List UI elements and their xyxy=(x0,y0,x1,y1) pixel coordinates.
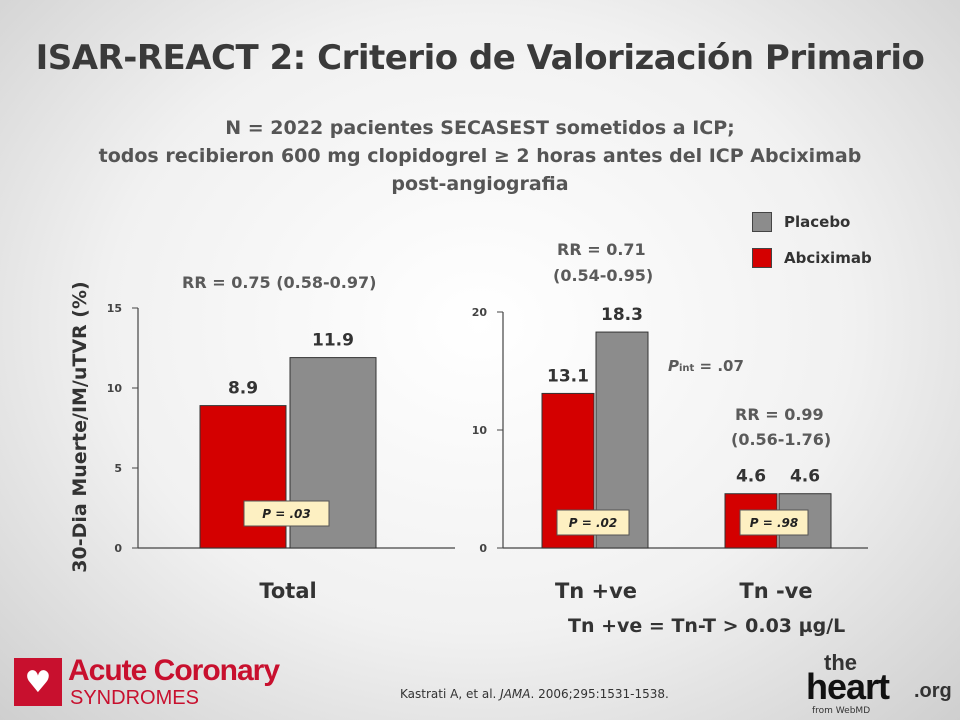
y-tick-label: 5 xyxy=(114,462,122,475)
citation: Kastrati A, et al. JAMA. 2006;295:1531-1… xyxy=(400,687,669,701)
bar-placebo xyxy=(289,357,377,549)
p-value-label: P = .03 xyxy=(262,507,310,521)
y-tick-label: 15 xyxy=(107,302,122,315)
y-tick-label: 20 xyxy=(472,306,488,319)
y-tick-label: 10 xyxy=(107,382,123,395)
data-label: 11.9 xyxy=(312,331,354,351)
acs-logo-line-2: SYNDROMES xyxy=(70,687,199,709)
subtitle-line-3: post-angiografia xyxy=(391,173,569,195)
acs-badge-icon: ♥ xyxy=(14,658,62,706)
bar-abciximab xyxy=(199,405,287,549)
p-value-label: P = .98 xyxy=(750,516,798,530)
theheart-logo-org: .org xyxy=(914,680,952,702)
citation-rest: . 2006;295:1531-1538. xyxy=(530,687,669,701)
legend-label-placebo: Placebo xyxy=(784,213,851,231)
subtitle-line-1: N = 2022 pacientes SECASEST sometidos a … xyxy=(225,117,735,139)
p-value-box xyxy=(243,500,330,527)
data-label: 13.1 xyxy=(547,366,589,386)
y-tick-label: 10 xyxy=(472,424,488,437)
rr-total: RR = 0.75 (0.58-0.97) xyxy=(182,273,377,292)
theheart-logo-the: the xyxy=(824,650,857,675)
legend-swatch-placebo xyxy=(752,212,772,232)
legend-placebo: Placebo xyxy=(752,212,850,232)
tn-definition: Tn +ve = Tn-T > 0.03 µg/L xyxy=(568,615,846,637)
p-interaction-label: P xyxy=(668,357,679,375)
acs-logo-line-1: Acute Coronary xyxy=(68,654,280,687)
p-value-box xyxy=(739,509,809,536)
y-tick-label: 0 xyxy=(479,542,487,555)
legend-swatch-abciximab xyxy=(752,248,772,268)
subtitle: N = 2022 pacientes SECASEST sometidos a … xyxy=(60,114,900,198)
rr-tnneg-line-2: (0.56-1.76) xyxy=(731,430,832,449)
theheart-logo-heart: heart xyxy=(806,666,890,707)
acute-coronary-syndromes-logo: ♥ Acute Coronary SYNDROMES xyxy=(14,654,294,709)
y-axis-label: 30-Dia Muerte/IM/uTVR (%) xyxy=(69,281,91,573)
rr-tnpos-line-2: (0.54-0.95) xyxy=(553,266,654,285)
data-label: 8.9 xyxy=(228,379,258,399)
bar-abciximab xyxy=(724,493,778,549)
p-interaction: Pint = .07 xyxy=(668,357,744,375)
data-label: 4.6 xyxy=(736,467,766,487)
legend-abciximab: Abciximab xyxy=(752,248,872,268)
rr-tnpos-line-1: RR = 0.71 xyxy=(557,240,646,259)
data-label: 4.6 xyxy=(790,467,820,487)
x-category-label: Tn +ve xyxy=(555,579,637,603)
data-label: 18.3 xyxy=(601,305,643,325)
theheart-logo-from: from WebMD xyxy=(812,706,871,716)
p-interaction-value: = .07 xyxy=(694,357,744,375)
p-value-box xyxy=(556,509,630,536)
y-tick-label: 0 xyxy=(114,542,122,555)
bar-placebo xyxy=(778,493,832,549)
p-interaction-sub: int xyxy=(679,363,695,374)
page-title: ISAR-REACT 2: Criterio de Valorización P… xyxy=(35,38,925,78)
bar-placebo xyxy=(595,331,649,549)
x-category-label: Total xyxy=(259,579,316,603)
legend-label-abciximab: Abciximab xyxy=(784,249,872,267)
theheart-org-logo: the heart .org from WebMD xyxy=(806,650,956,716)
citation-journal: JAMA xyxy=(500,687,531,701)
p-value-label: P = .02 xyxy=(569,516,617,530)
citation-authors: Kastrati A, et al. xyxy=(400,687,501,701)
rr-tnneg-line-1: RR = 0.99 xyxy=(735,405,824,424)
subtitle-line-2: todos recibieron 600 mg clopidogrel ≥ 2 … xyxy=(98,145,862,167)
bar-abciximab xyxy=(541,392,595,549)
x-category-label: Tn -ve xyxy=(739,579,812,603)
